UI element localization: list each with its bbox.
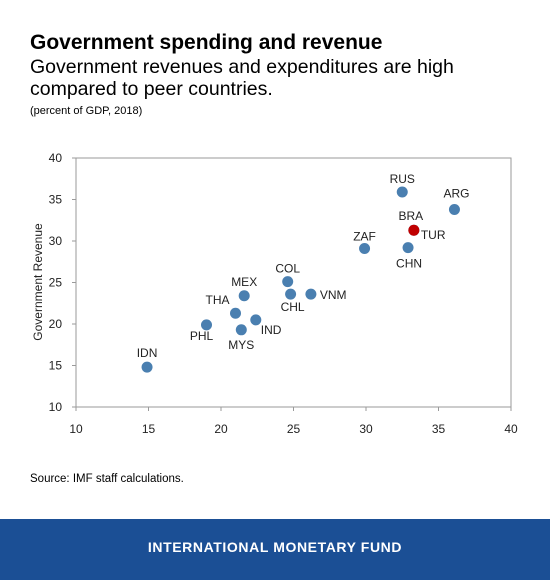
x-tick-label: 20: [214, 422, 228, 436]
point-mys: [235, 324, 247, 336]
y-tick-label: 15: [49, 359, 63, 373]
footer-brand: INTERNATIONAL MONETARY FUND: [147, 539, 403, 555]
footer-banner: INTERNATIONAL MONETARY FUND: [0, 519, 550, 580]
y-axis-label: Government Revenue: [31, 223, 45, 341]
x-tick-label: 15: [142, 422, 156, 436]
y-tick-label: 10: [49, 400, 63, 414]
y-tick-label: 30: [49, 234, 63, 248]
x-tick-label: 10: [69, 422, 83, 436]
point-idn: [141, 361, 153, 373]
chart-title: Government spending and revenue: [30, 31, 383, 54]
x-tick-label: 25: [287, 422, 301, 436]
point-label-ind: IND: [261, 323, 282, 337]
point-label-col: COL: [275, 262, 300, 276]
point-label-bra: BRA: [399, 209, 424, 223]
point-label-idn: IDN: [137, 346, 158, 360]
point-label-zaf: ZAF: [353, 229, 376, 243]
y-tick-label: 20: [49, 317, 63, 331]
scatter-chart: 10 15 20 25 30 35 40 10 15 20 25 30 35 40 Government…: [31, 151, 518, 436]
chart-subtitle: Government revenues and expenditures are…: [30, 56, 454, 100]
x-tick-label: 30: [359, 422, 373, 436]
y-tick-label: 35: [49, 193, 63, 207]
point-chl: [285, 288, 297, 300]
point-label-vnm: VNM: [320, 288, 347, 302]
point-label-tha: THA: [206, 293, 230, 307]
point-label-mys: MYS: [228, 338, 254, 352]
point-label-phl: PHL: [190, 329, 214, 343]
y-tick-label: 40: [49, 151, 63, 165]
units-note: (percent of GDP, 2018): [30, 105, 143, 117]
point-ind: [250, 314, 262, 326]
y-tick-label: 25: [49, 276, 63, 290]
source-note: Source: IMF staff calculations.: [30, 473, 184, 485]
point-label-arg: ARG: [443, 186, 469, 200]
point-label-chl: CHL: [281, 300, 305, 314]
x-tick-label: 35: [432, 422, 446, 436]
point-label-chn: CHN: [396, 257, 422, 271]
point-vnm: [305, 288, 317, 300]
point-phl: [201, 319, 212, 331]
point-arg: [448, 203, 460, 215]
point-mex: [238, 290, 250, 302]
point-label-mex: MEX: [231, 275, 257, 289]
x-tick-label: 40: [504, 422, 518, 436]
point-bra: [408, 224, 420, 236]
point-chn: [402, 242, 414, 254]
point-col: [282, 276, 294, 288]
point-zaf: [359, 242, 371, 254]
point-rus: [396, 186, 408, 198]
point-label-rus: RUS: [390, 172, 415, 186]
point-label-tur: TUR: [421, 228, 446, 242]
point-tha: [230, 307, 241, 319]
